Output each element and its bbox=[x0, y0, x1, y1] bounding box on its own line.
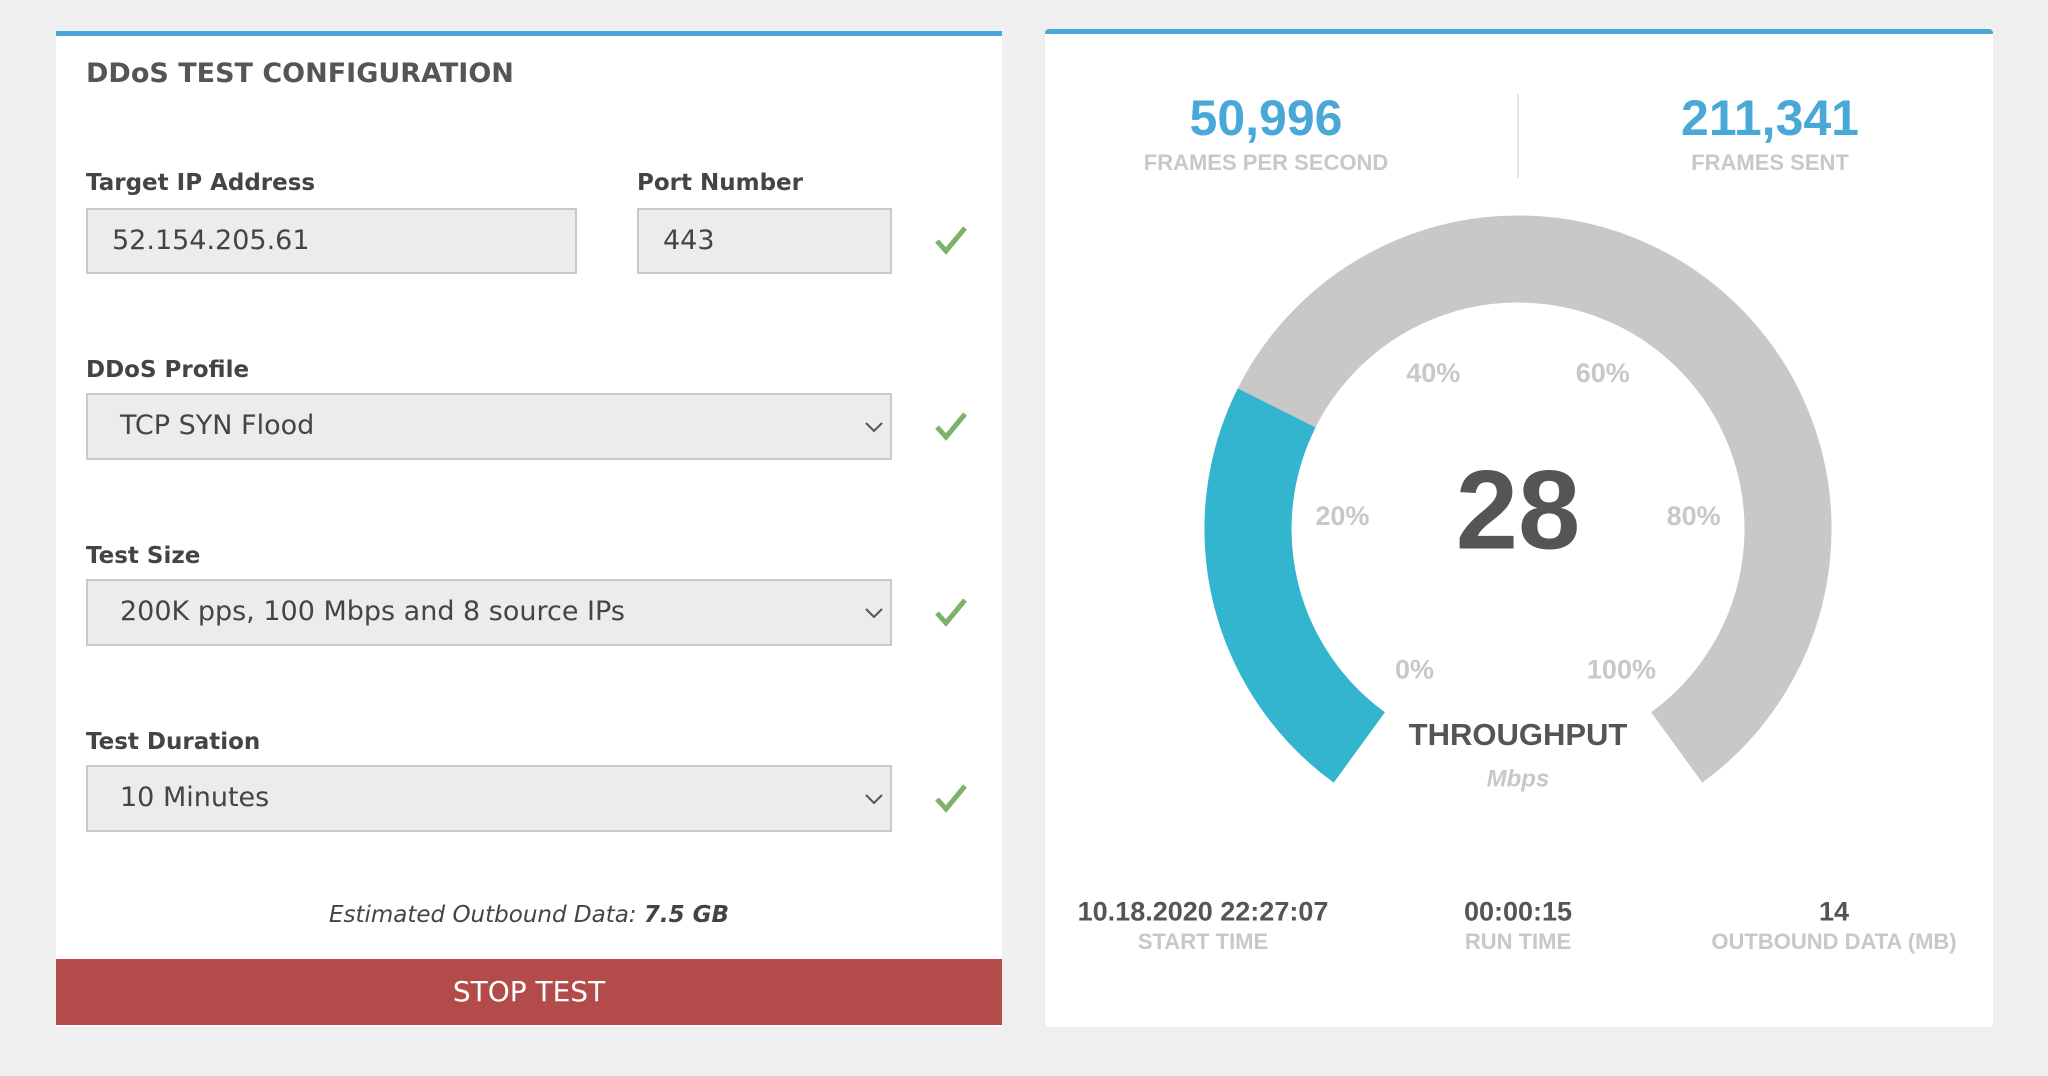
form-icons bbox=[865, 226, 967, 813]
stat-value: 211,341 bbox=[1681, 90, 1859, 146]
ip-input[interactable]: 52.154.205.61 bbox=[86, 208, 577, 274]
estimate-value: 7.5 GB bbox=[643, 902, 730, 928]
config-title: DDoS TEST CONFIGURATION bbox=[86, 58, 514, 89]
stat-label: RUN TIME bbox=[1464, 929, 1572, 954]
field-label: Test Size bbox=[86, 543, 201, 569]
gauge-title: THROUGHPUT bbox=[1409, 717, 1628, 752]
field-label: Port Number bbox=[637, 170, 803, 196]
gauge-tick-label: 60% bbox=[1576, 358, 1630, 388]
gauge-tick-label: 40% bbox=[1406, 358, 1460, 388]
gauge-tick-label: 0% bbox=[1395, 655, 1434, 685]
gauge-value: 28 bbox=[1456, 448, 1581, 573]
chevrons bbox=[865, 422, 883, 805]
port-input[interactable]: 443 bbox=[637, 208, 892, 274]
stat-label: START TIME bbox=[1137, 929, 1269, 954]
stat-value: 14 bbox=[1818, 896, 1850, 927]
checkmarks bbox=[935, 226, 967, 813]
gauge-tick-label: 20% bbox=[1315, 501, 1369, 531]
profile-select[interactable]: TCP SYN Flood bbox=[86, 393, 892, 460]
stat-label: OUTBOUND DATA (MB) bbox=[1711, 929, 1957, 954]
stat-label: FRAMES PER SECOND bbox=[1143, 150, 1389, 175]
gauge-tick-label: 100% bbox=[1587, 655, 1656, 685]
duration-select[interactable]: 10 Minutes bbox=[86, 765, 892, 832]
gauge-tick-label: 80% bbox=[1667, 501, 1721, 531]
stat-label: FRAMES SENT bbox=[1691, 150, 1849, 175]
estimate-label: Estimated Outbound Data: bbox=[328, 902, 637, 928]
field-label: DDoS Profile bbox=[86, 357, 250, 383]
divider bbox=[1517, 94, 1519, 178]
size-select[interactable]: 200K pps, 100 Mbps and 8 source IPs bbox=[86, 579, 892, 646]
stat-value: 50,996 bbox=[1189, 90, 1343, 146]
config-panel bbox=[56, 31, 1002, 1027]
stats-panel bbox=[1045, 29, 1993, 1027]
gauge-unit: Mbps bbox=[1487, 765, 1550, 792]
stop-button[interactable]: STOP TEST bbox=[56, 959, 1002, 1025]
field-label: Test Duration bbox=[86, 729, 261, 755]
field-label: Target IP Address bbox=[86, 170, 316, 196]
gauge-fill bbox=[1204, 388, 1386, 783]
gauge: 28 THROUGHPUT Mbps 0% 20% 40% 60% 80% 100% bbox=[1204, 215, 1832, 792]
stat-value: 00:00:15 bbox=[1463, 896, 1573, 927]
estimate: Estimated Outbound Data: 7.5 GB bbox=[329, 902, 729, 928]
stat-value: 10.18.2020 22:27:07 bbox=[1077, 896, 1329, 927]
